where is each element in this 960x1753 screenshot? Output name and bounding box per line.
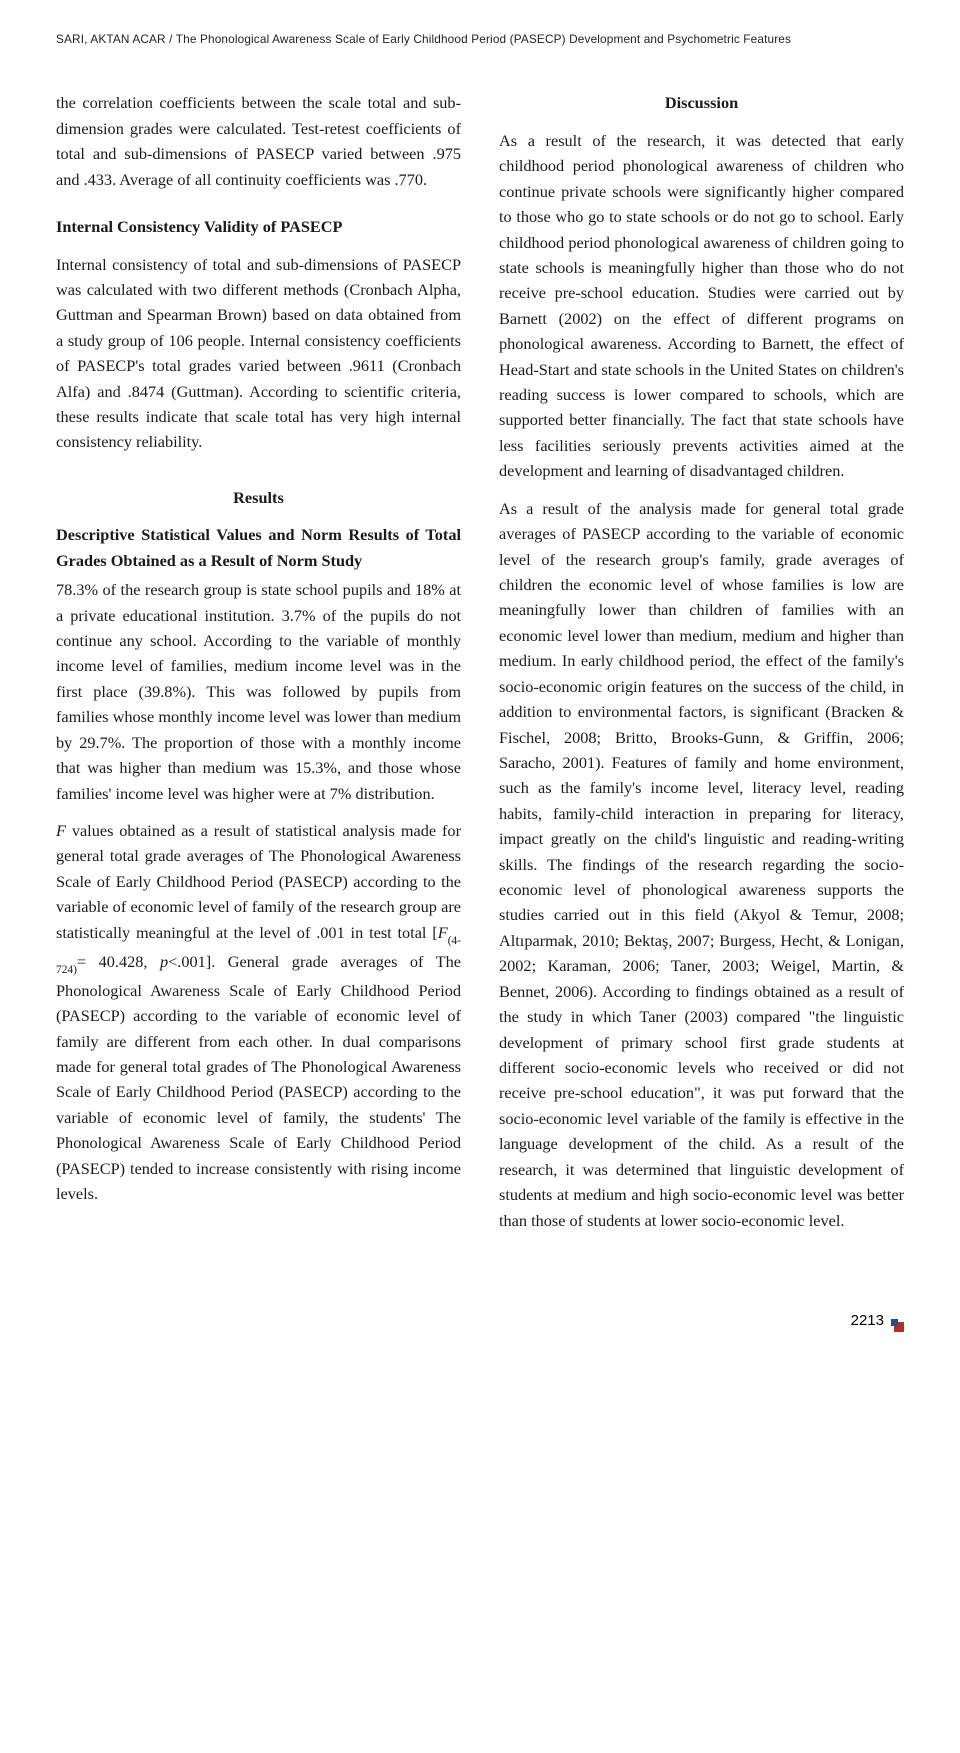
page-footer: 2213 xyxy=(56,1309,904,1332)
paragraph: As a result of the research, it was dete… xyxy=(499,128,904,484)
section-heading-internal-consistency: Internal Consistency Validity of PASECP xyxy=(56,214,461,239)
page-number: 2213 xyxy=(851,1309,884,1332)
two-column-body: the correlation coefficients between the… xyxy=(56,90,904,1245)
subsection-heading-descriptive: Descriptive Statistical Values and Norm … xyxy=(56,522,461,573)
paragraph: As a result of the analysis made for gen… xyxy=(499,496,904,1233)
paragraph: the correlation coefficients between the… xyxy=(56,90,461,192)
section-heading-results: Results xyxy=(56,485,461,510)
stat-F-inline: F xyxy=(438,923,448,942)
paragraph: 78.3% of the research group is state sch… xyxy=(56,577,461,806)
section-heading-discussion: Discussion xyxy=(499,90,904,115)
stat-p: p xyxy=(160,952,168,971)
paragraph-f-values: F values obtained as a result of statist… xyxy=(56,818,461,1207)
paragraph: Internal consistency of total and sub-di… xyxy=(56,252,461,455)
header-author: SARI, AKTAN ACAR xyxy=(56,32,166,46)
stat-F: F xyxy=(56,821,66,840)
running-header: SARI, AKTAN ACAR / The Phonological Awar… xyxy=(56,30,904,48)
header-title: / The Phonological Awareness Scale of Ea… xyxy=(166,32,791,46)
footer-ornament-icon xyxy=(892,1320,904,1332)
